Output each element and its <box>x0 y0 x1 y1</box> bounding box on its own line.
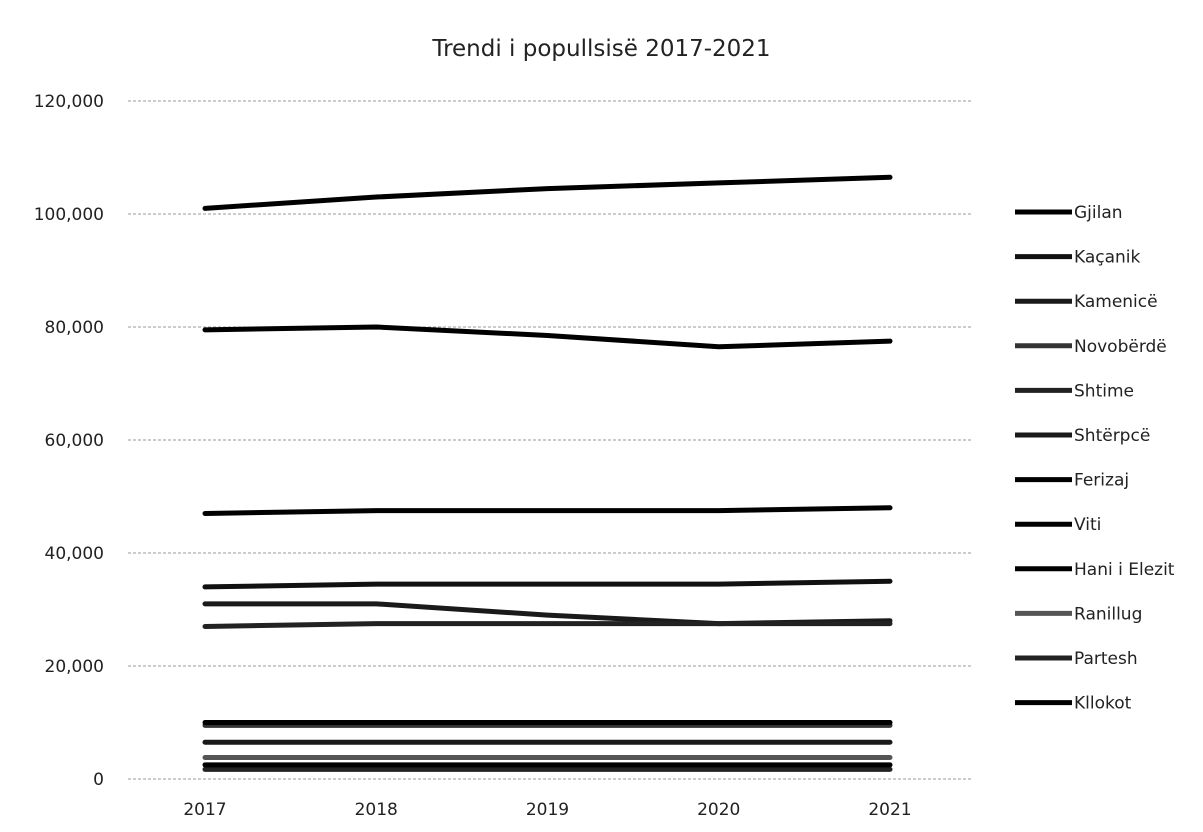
legend-label: Shtërpcë <box>1074 426 1150 446</box>
legend-label: Ranillug <box>1074 604 1142 624</box>
x-tick-label: 2019 <box>526 800 569 820</box>
x-tick-label: 2017 <box>183 800 226 820</box>
legend-label: Partesh <box>1074 649 1138 669</box>
legend-label: Kaçanik <box>1074 248 1141 268</box>
series-line <box>202 174 893 211</box>
y-tick-label: 0 <box>93 770 104 790</box>
y-tick-label: 60,000 <box>45 431 104 451</box>
legend-label: Viti <box>1074 515 1101 535</box>
x-tick-label: 2020 <box>697 800 740 820</box>
legend-label: Hani i Elezit <box>1074 560 1175 580</box>
y-tick-label: 40,000 <box>45 544 104 564</box>
series-line <box>202 505 893 516</box>
legend-label: Kllokot <box>1074 694 1132 714</box>
x-tick-label: 2018 <box>355 800 398 820</box>
legend-label: Gjilan <box>1074 203 1123 223</box>
y-tick-label: 120,000 <box>34 92 104 112</box>
series-line <box>202 601 893 627</box>
chart-title: Trendi i popullsisë 2017-2021 <box>432 36 771 62</box>
series-line <box>202 324 893 350</box>
x-tick-label: 2021 <box>868 800 911 820</box>
y-tick-label: 20,000 <box>45 657 104 677</box>
legend-label: Novobërdë <box>1074 337 1167 357</box>
legend-label: Kamenicë <box>1074 292 1158 312</box>
y-tick-label: 80,000 <box>45 318 104 338</box>
series-line <box>202 621 893 629</box>
y-tick-label: 100,000 <box>34 205 104 225</box>
series-line <box>202 578 893 590</box>
legend-label: Ferizaj <box>1074 471 1129 491</box>
legend-label: Shtime <box>1074 381 1134 401</box>
